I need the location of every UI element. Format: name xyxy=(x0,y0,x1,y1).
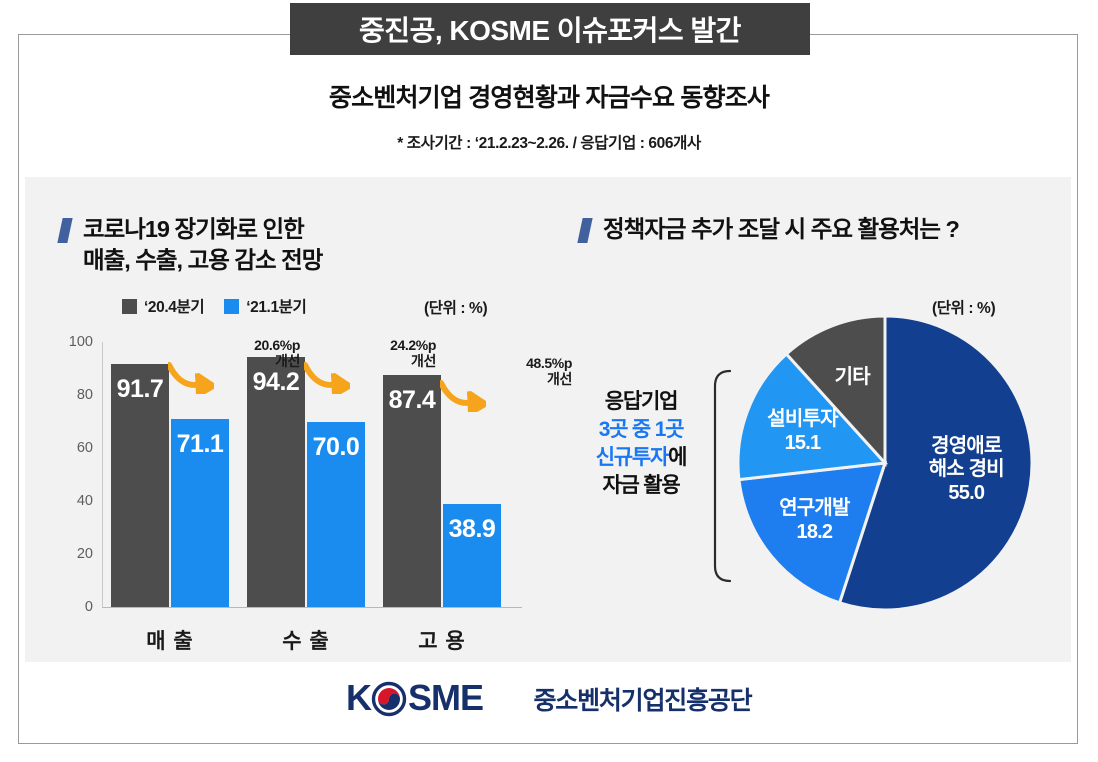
delta-value: 20.6%p xyxy=(254,337,300,353)
bar-value-label: 87.4 xyxy=(388,386,436,415)
x-axis-line xyxy=(102,607,522,608)
note-line2: 3곳 중 1곳 xyxy=(598,417,685,441)
pie-label-name: 기타 xyxy=(834,366,871,389)
bar: 71.1 xyxy=(171,418,229,607)
left-unit-label: (단위 : %) xyxy=(424,300,488,317)
page-subtitle: 중소벤처기업 경영현황과 자금수요 동향조사 xyxy=(328,84,770,112)
banner-title: 중진공, KOSME 이슈포커스 발간 xyxy=(359,15,741,46)
note-line3-blue: 신규투자 xyxy=(595,445,670,469)
bar-value-label: 70.0 xyxy=(312,432,360,461)
bar-value-label: 71.1 xyxy=(176,429,224,458)
category-label: 매 출 xyxy=(146,630,194,653)
bullet-marker-icon xyxy=(57,218,73,243)
pie-slice-label: 기타 xyxy=(787,366,917,389)
bar-value-label: 91.7 xyxy=(116,375,164,403)
bar: 87.4 xyxy=(383,375,441,607)
pie-chart: 경영애로 해소 경비 55.0 연구개발 18.2 설비투자 15.1 기타 xyxy=(735,313,1035,613)
y-axis-tick: 40 xyxy=(76,493,93,509)
right-unit-label: (단위 : %) xyxy=(932,300,996,317)
bar-rect xyxy=(307,421,365,607)
delta-annotation: 48.5%p 개선 xyxy=(492,355,572,387)
pie-slice-label: 설비투자 15.1 xyxy=(737,408,867,455)
pie-svg xyxy=(736,314,1034,612)
y-axis-tick: 20 xyxy=(76,546,93,562)
improvement-arrow-icon xyxy=(440,380,486,412)
y-axis-tick: 60 xyxy=(76,440,93,456)
left-title-line1: 코로나19 장기화로 인한 xyxy=(83,216,305,242)
footer-logo: K SME 중소벤처기업진흥공단 xyxy=(0,679,1098,719)
pie-slice xyxy=(736,351,889,482)
pie-slice xyxy=(737,461,888,605)
delta-label: 개선 xyxy=(275,352,300,369)
delta-value: 24.2%p xyxy=(390,337,436,353)
y-axis-tick: 100 xyxy=(68,334,93,350)
legend-label: ‘21.1분기 xyxy=(246,299,307,316)
pie-label-value: 15.1 xyxy=(784,431,822,454)
pie-label-name: 설비투자 xyxy=(767,408,838,431)
note-line1: 응답기업 xyxy=(604,390,679,413)
bar: 94.2 xyxy=(247,357,305,607)
note-line3-black: 에 xyxy=(668,445,687,469)
bar-value-label: 38.9 xyxy=(448,514,496,543)
category-label: 수 출 xyxy=(282,630,330,653)
bar-plot-area: 0 20 40 60 80 100 91.7 71.1 매 출 94.2 70.0 수 출 87.4 38… xyxy=(69,334,573,653)
bar-rect xyxy=(171,418,229,607)
title-banner: 중진공, KOSME 이슈포커스 발간 xyxy=(290,3,810,55)
bullet-marker-icon xyxy=(577,218,593,243)
note-line4: 자금 활용 xyxy=(602,473,680,497)
bar-chart: 0 20 40 60 80 100 91.7 71.1 매 출 94.2 70.0 수 출 87.4 38… xyxy=(60,330,573,653)
legend-swatch-icon xyxy=(224,298,240,314)
delta-label: 개선 xyxy=(411,352,436,369)
pie-slice-label: 경영애로 해소 경비 55.0 xyxy=(901,435,1031,505)
pie-label-name: 연구개발 xyxy=(779,497,850,520)
pie-label-name: 해소 경비 xyxy=(928,458,1005,481)
pie-side-note: 응답기업 3곳 중 1곳 신규투자에 자금 활용 xyxy=(578,388,704,500)
pie-slice xyxy=(837,314,1034,612)
right-title: 정책자금 추가 조달 시 주요 활용처는 ? xyxy=(603,216,960,242)
bar-rect xyxy=(247,357,305,607)
right-section-heading: 정책자금 추가 조달 시 주요 활용처는 ? xyxy=(577,214,960,245)
pie-label-value: 55.0 xyxy=(948,481,985,504)
bar: 38.9 xyxy=(443,503,501,607)
pie-slice xyxy=(784,314,887,467)
bracket-icon xyxy=(713,369,732,583)
delta-value: 48.5%p xyxy=(526,355,572,371)
pie-slice-label: 연구개발 18.2 xyxy=(749,497,879,544)
left-section-heading: 코로나19 장기화로 인한 매출, 수출, 고용 감소 전망 xyxy=(57,214,323,275)
pie-label-value: 18.2 xyxy=(796,520,834,543)
bar-rect xyxy=(111,364,169,607)
delta-annotation: 24.2%p 개선 xyxy=(356,337,436,369)
bar-rect xyxy=(443,503,501,607)
survey-note: * 조사기간 : ‘21.2.23~2.26. / 응답기업 : 606개사 xyxy=(397,135,701,152)
legend-swatch-icon xyxy=(122,298,137,314)
improvement-arrow-icon xyxy=(304,362,350,394)
left-title-line2: 매출, 수출, 고용 감소 전망 xyxy=(83,246,323,273)
logo-organization-name: 중소벤처기업진흥공단 xyxy=(533,687,752,715)
delta-annotation: 20.6%p 개선 xyxy=(220,337,300,369)
y-axis-line xyxy=(102,342,103,607)
pie-label-name: 경영애로 xyxy=(931,434,1002,457)
legend-label: ‘20.4분기 xyxy=(144,299,205,316)
y-axis-tick: 80 xyxy=(76,387,93,403)
improvement-arrow-icon xyxy=(168,362,214,394)
note-line3: 신규투자에 xyxy=(578,444,704,472)
legend-item-q4-2020: ‘20.4분기 xyxy=(122,295,205,317)
delta-label: 개선 xyxy=(547,370,572,387)
legend-item-q1-2021: ‘21.1분기 xyxy=(224,295,307,317)
y-axis-tick: 0 xyxy=(84,599,93,615)
bar-value-label: 94.2 xyxy=(252,368,300,397)
bar-rect xyxy=(383,375,441,607)
bar: 70.0 xyxy=(307,421,365,607)
svg-text:SME: SME xyxy=(408,679,483,718)
category-label: 고 용 xyxy=(418,630,466,653)
svg-text:K: K xyxy=(346,679,372,718)
kosme-logo-icon: K SME xyxy=(346,679,522,719)
bar: 91.7 xyxy=(111,364,169,607)
bar-chart-legend: ‘20.4분기 ‘21.1분기 xyxy=(122,295,307,317)
